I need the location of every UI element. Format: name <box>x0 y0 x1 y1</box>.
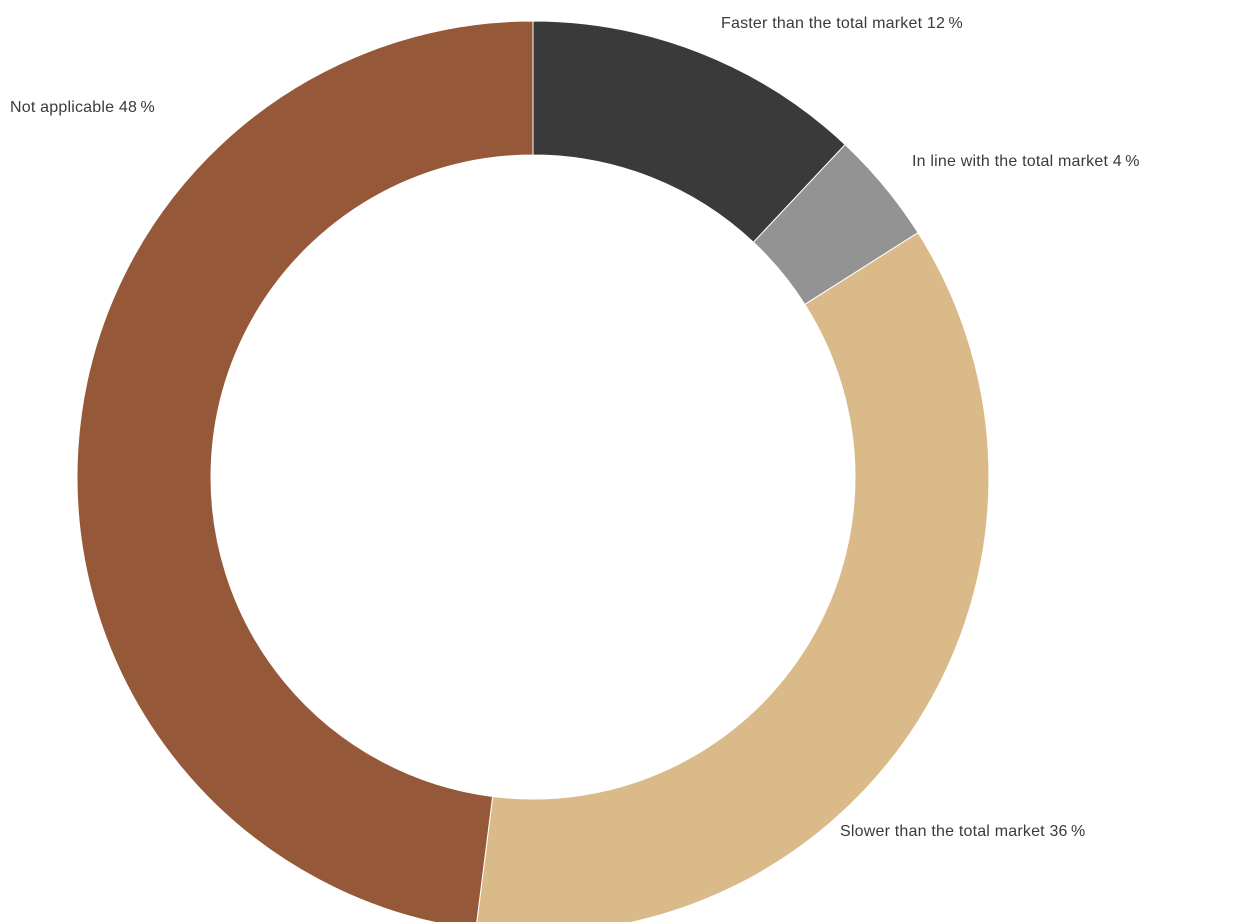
slice-label-slower: Slower than the total market 36 % <box>840 823 1085 840</box>
slice-label-inline: In line with the total market 4 % <box>912 153 1140 170</box>
donut-slice-na <box>76 20 534 922</box>
donut-slice-slower <box>476 231 990 922</box>
donut-slices <box>76 20 990 922</box>
slice-label-not-applicable: Not applicable 48 % <box>10 99 155 116</box>
slice-label-faster: Faster than the total market 12 % <box>721 15 963 32</box>
donut-labels: Faster than the total market 12 % In lin… <box>10 15 1140 840</box>
